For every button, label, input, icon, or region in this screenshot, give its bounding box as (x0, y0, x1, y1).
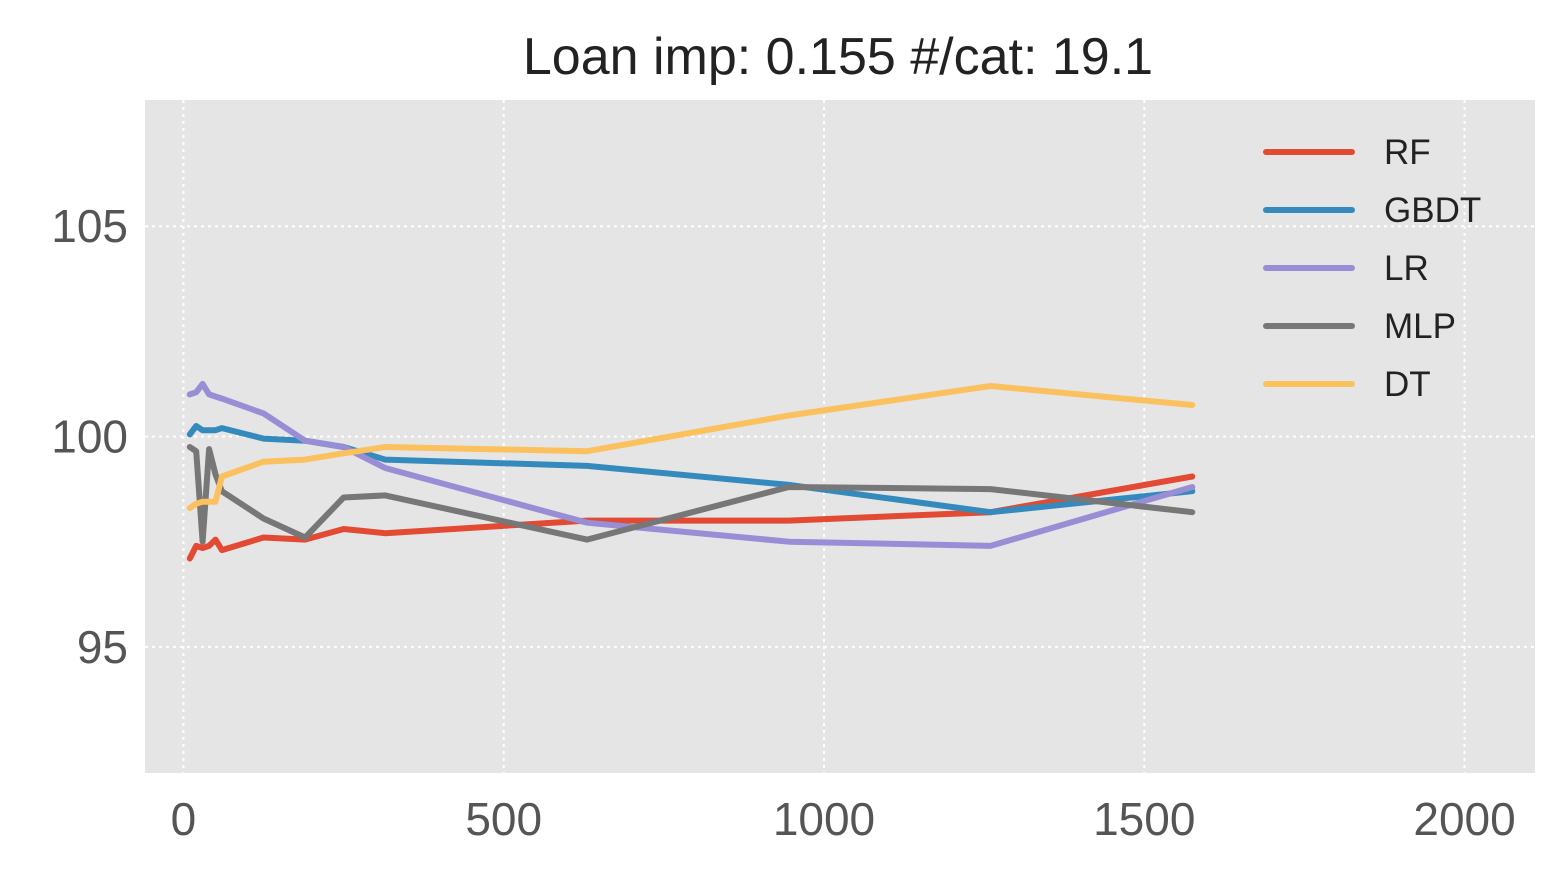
series-line-gbdt (186, 423, 1196, 516)
series-line-mlp (186, 444, 1196, 545)
x-tick-label: 1000 (773, 793, 875, 845)
x-tick-label: 2000 (1413, 793, 1515, 845)
legend-label-lr: LR (1384, 249, 1429, 288)
series-line-lr (186, 380, 1196, 549)
y-axis-tick-labels: 95 100 105 (51, 200, 128, 673)
series-layer (186, 380, 1196, 562)
x-tick-label: 0 (171, 793, 197, 845)
legend-label-dt: DT (1384, 365, 1431, 404)
x-axis-tick-labels: 0 500 1000 1500 2000 (171, 793, 1516, 845)
legend: RF GBDT LR MLP DT (1263, 133, 1481, 404)
x-tick-label: 1500 (1093, 793, 1195, 845)
y-gridlines (145, 225, 1535, 648)
legend-label-mlp: MLP (1384, 307, 1456, 346)
y-tick-label: 105 (51, 200, 128, 252)
series-line-rf (186, 473, 1196, 562)
series-line-dt (186, 383, 1196, 511)
x-tick-label: 500 (465, 793, 542, 845)
y-tick-label: 100 (51, 411, 128, 463)
legend-label-rf: RF (1384, 133, 1431, 172)
legend-label-gbdt: GBDT (1384, 191, 1481, 230)
y-tick-label: 95 (77, 621, 128, 673)
chart-title: Loan imp: 0.155 #/cat: 19.1 (523, 28, 1153, 86)
